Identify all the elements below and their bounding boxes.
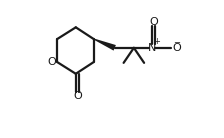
Text: O: O: [47, 57, 56, 67]
Text: O: O: [172, 43, 181, 53]
Text: −: −: [173, 38, 180, 47]
Text: O: O: [149, 17, 158, 27]
Polygon shape: [93, 39, 116, 51]
Text: N: N: [148, 43, 157, 53]
Text: +: +: [153, 37, 160, 46]
Text: O: O: [73, 91, 82, 101]
